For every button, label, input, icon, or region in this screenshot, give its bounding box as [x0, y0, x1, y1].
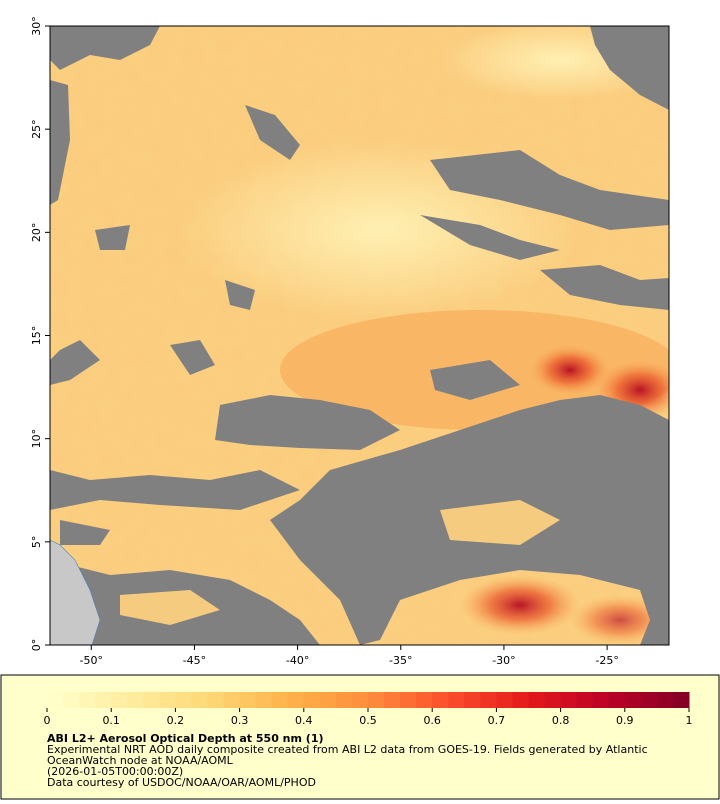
colorbar-swatch — [79, 692, 96, 708]
colorbar-tick-label: 0.1 — [102, 714, 120, 727]
colorbar-swatch — [127, 692, 144, 708]
footer-line: Data courtesy of USDOC/NOAA/OAR/AOML/PHO… — [47, 776, 316, 789]
colorbar-swatch — [480, 692, 497, 708]
footer-line: OceanWatch node at NOAA/AOML — [47, 754, 234, 767]
colorbar-swatch — [319, 692, 337, 708]
y-tick-label: 30° — [30, 16, 43, 36]
x-tick-label: -30° — [492, 654, 515, 667]
x-tick-label: -50° — [80, 654, 103, 667]
x-tick-label: -45° — [183, 654, 206, 667]
colorbar-swatch — [608, 692, 626, 708]
colorbar-swatch — [207, 692, 225, 708]
colorbar-swatch — [47, 692, 64, 708]
y-tick-label: 0° — [30, 639, 43, 652]
colorbar-swatch — [512, 692, 529, 708]
colorbar-swatch — [656, 692, 674, 708]
colorbar-swatch — [368, 692, 385, 708]
colorbar-swatch — [351, 692, 369, 708]
colorbar-swatch — [63, 692, 80, 708]
colorbar-swatch — [416, 692, 433, 708]
x-tick-label: -25° — [595, 654, 618, 667]
colorbar-swatch — [432, 692, 449, 708]
colorbar-swatch — [143, 692, 160, 708]
colorbar-swatch — [271, 692, 289, 708]
colorbar-swatch — [303, 692, 321, 708]
colorbar-swatch — [528, 692, 546, 708]
x-tick-label: -40° — [286, 654, 309, 667]
colorbar-tick-label: 0.5 — [359, 714, 377, 727]
colorbar-swatch — [384, 692, 401, 708]
colorbar-swatch — [255, 692, 273, 708]
colorbar-swatch — [239, 692, 257, 708]
footer-line: Experimental NRT AOD daily composite cre… — [47, 743, 648, 756]
colorbar-swatch — [223, 692, 241, 708]
colorbar-tick-label: 0.2 — [167, 714, 185, 727]
colorbar-swatch — [592, 692, 610, 708]
y-tick-label: 20° — [30, 223, 43, 243]
colorbar-swatch — [191, 692, 208, 708]
colorbar-tick-label: 0.7 — [488, 714, 506, 727]
y-tick-label: 10° — [30, 429, 43, 449]
colorbar-swatch — [544, 692, 562, 708]
colorbar-swatch — [640, 692, 658, 708]
colorbar-tick-label: 0.4 — [295, 714, 313, 727]
colorbar-swatch — [287, 692, 305, 708]
y-tick-label: 5° — [30, 536, 43, 549]
colorbar-swatch — [560, 692, 578, 708]
colorbar-swatch — [576, 692, 594, 708]
map-image — [50, 26, 669, 645]
y-tick-label: 15° — [30, 326, 43, 346]
footer-title: ABI L2+ Aerosol Optical Depth at 550 nm … — [47, 732, 324, 745]
x-tick-label: -35° — [389, 654, 412, 667]
colorbar-swatch — [400, 692, 417, 708]
colorbar-swatch — [624, 692, 642, 708]
colorbar-swatch — [448, 692, 465, 708]
colorbar-swatch — [111, 692, 128, 708]
y-tick-label: 25° — [30, 119, 43, 139]
footer-line: (2026-01-05T00:00:00Z) — [47, 765, 183, 778]
colorbar-swatch — [335, 692, 353, 708]
colorbar-swatch — [464, 692, 481, 708]
colorbar-tick-label: 0.6 — [423, 714, 441, 727]
colorbar-tick-label: 0.8 — [552, 714, 570, 727]
colorbar: 0 0.1 0.2 0.3 0.4 0.5 0.6 0.7 0.8 0.9 1 — [44, 692, 693, 727]
colorbar-swatch — [95, 692, 112, 708]
colorbar-tick-label: 1 — [686, 714, 693, 727]
colorbar-swatch — [496, 692, 513, 708]
colorbar-tick-label: 0 — [44, 714, 51, 727]
colorbar-swatch — [672, 692, 690, 708]
colorbar-tick-label: 0.3 — [231, 714, 249, 727]
colorbar-swatch — [175, 692, 192, 708]
colorbar-tick-label: 0.9 — [616, 714, 634, 727]
colorbar-swatch — [159, 692, 176, 708]
